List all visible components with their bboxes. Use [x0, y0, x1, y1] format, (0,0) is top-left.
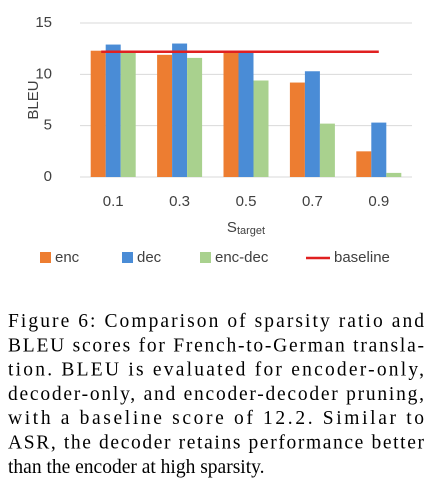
x-tick-label: 0.5	[236, 193, 257, 210]
legend-swatch	[122, 252, 133, 263]
bar	[172, 43, 188, 178]
bar	[157, 54, 173, 177]
bar	[319, 123, 335, 177]
bar	[253, 80, 269, 177]
caption-line: decoder-only, and encoder-decoder prunin…	[8, 384, 424, 405]
caption-line: with a baseline score of 12.2. Similar t…	[8, 408, 424, 429]
y-tick-label: 0	[44, 168, 52, 185]
caption-line: Figure 6: Comparison of sparsity ratio a…	[8, 311, 424, 332]
legend-label: baseline	[334, 249, 390, 266]
bar	[90, 50, 106, 177]
legend-swatch	[40, 252, 51, 263]
bar	[304, 71, 320, 177]
caption-line: ASR, the decoder retains performance bet…	[8, 433, 425, 454]
bar	[386, 172, 402, 177]
bar	[356, 151, 372, 177]
x-tick-label: 0.7	[302, 193, 323, 210]
bar	[238, 51, 254, 177]
legend-label: enc	[55, 249, 80, 266]
bar	[120, 52, 136, 178]
x-axis-label-main: S	[227, 219, 237, 236]
y-tick-label: 5	[44, 117, 52, 134]
bar	[187, 57, 203, 178]
bar	[289, 82, 305, 177]
x-tick-label: 0.3	[169, 193, 190, 210]
x-axis-label: Starget	[227, 219, 265, 237]
legend-swatch	[200, 252, 211, 263]
x-tick-label: 0.1	[103, 193, 124, 210]
y-tick-label: 10	[35, 65, 52, 82]
legend-label: enc-dec	[215, 249, 269, 266]
caption-line: than the encoder at high sparsity.	[8, 457, 265, 478]
bar	[105, 44, 121, 178]
bar	[223, 51, 239, 177]
legend-label: dec	[137, 249, 162, 266]
caption-line: BLEU scores for French-to-German transla…	[8, 335, 424, 356]
caption-line: tion. BLEU is evaluated for encoder-only…	[8, 360, 424, 381]
y-tick-label: 15	[35, 14, 52, 31]
y-axis-label: BLEU	[25, 80, 42, 119]
x-tick-label: 0.9	[368, 193, 389, 210]
bar	[371, 122, 387, 177]
x-axis-label-sub: target	[237, 225, 265, 237]
